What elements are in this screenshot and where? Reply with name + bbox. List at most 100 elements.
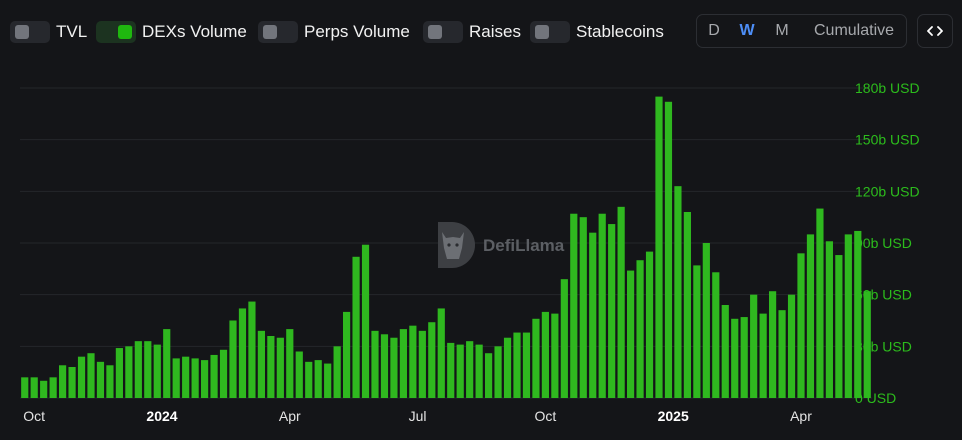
bar[interactable] [182, 356, 190, 398]
bar[interactable] [191, 358, 199, 398]
bar[interactable] [721, 305, 729, 398]
bar[interactable] [513, 332, 521, 398]
bar[interactable] [503, 337, 512, 398]
bar[interactable] [96, 361, 105, 398]
bar[interactable] [712, 272, 720, 398]
bar[interactable] [598, 213, 606, 398]
bar[interactable] [759, 313, 767, 398]
bar[interactable] [778, 310, 786, 398]
bar[interactable] [257, 330, 265, 398]
stablecoins-toggle[interactable]: Stablecoins [530, 20, 664, 44]
bar[interactable] [541, 311, 549, 398]
bar[interactable] [333, 346, 341, 398]
range-option-w[interactable]: W [739, 22, 755, 39]
bar[interactable] [371, 330, 379, 398]
bar[interactable] [854, 230, 862, 398]
raises-toggle[interactable]: Raises [423, 20, 521, 44]
bar[interactable] [210, 354, 218, 398]
bar[interactable] [153, 344, 161, 398]
toggle-switch[interactable] [530, 21, 570, 43]
bar[interactable] [314, 360, 322, 398]
bar[interactable] [740, 317, 748, 398]
bar[interactable] [731, 318, 739, 398]
bar[interactable] [418, 330, 426, 398]
bar[interactable] [49, 377, 57, 398]
toggle-switch[interactable] [258, 21, 298, 43]
bar[interactable] [560, 279, 568, 398]
bar[interactable] [21, 377, 29, 398]
bar[interactable] [238, 308, 247, 398]
bar[interactable] [532, 318, 540, 398]
bar[interactable] [825, 241, 833, 398]
bar[interactable] [295, 351, 303, 399]
bar[interactable] [636, 260, 644, 398]
bar[interactable] [863, 291, 871, 398]
bar[interactable] [286, 329, 294, 398]
bar[interactable] [437, 308, 445, 398]
bar[interactable] [797, 253, 805, 398]
range-option-d[interactable]: D [708, 22, 720, 39]
bar[interactable] [324, 363, 332, 398]
bar[interactable] [276, 337, 284, 398]
toggle-switch[interactable] [10, 21, 50, 43]
bar[interactable] [645, 251, 654, 398]
tvl-toggle[interactable]: TVL [10, 20, 87, 44]
bar[interactable] [655, 96, 663, 399]
range-option-m[interactable]: M [775, 22, 789, 39]
bar[interactable] [201, 360, 209, 398]
bar[interactable] [806, 234, 815, 398]
bar[interactable] [399, 329, 407, 398]
bar[interactable] [77, 356, 86, 398]
bar[interactable] [134, 341, 142, 398]
bar[interactable] [683, 212, 691, 398]
bar[interactable] [30, 377, 38, 398]
bar[interactable] [627, 270, 635, 398]
bar[interactable] [456, 344, 464, 398]
bar[interactable] [343, 311, 351, 398]
embed-button[interactable] [917, 14, 953, 48]
bar[interactable] [361, 244, 370, 398]
bar[interactable] [172, 358, 180, 398]
bar[interactable] [787, 294, 796, 398]
bar[interactable] [267, 336, 275, 398]
bar[interactable] [835, 255, 843, 398]
bar[interactable] [551, 313, 559, 398]
bar[interactable] [144, 341, 152, 398]
bar[interactable] [106, 365, 114, 398]
bar[interactable] [248, 301, 256, 398]
bar[interactable] [447, 342, 455, 398]
bar[interactable] [589, 232, 597, 398]
bar[interactable] [494, 346, 502, 398]
bar[interactable] [570, 213, 578, 398]
bar[interactable] [617, 206, 625, 398]
bar[interactable] [769, 291, 777, 398]
bar[interactable] [608, 224, 616, 398]
bar[interactable] [844, 234, 852, 398]
range-option-cumulative[interactable]: Cumulative [813, 22, 895, 39]
toggle-switch[interactable] [96, 21, 136, 43]
bar[interactable] [409, 325, 417, 398]
bar[interactable] [702, 243, 710, 398]
bar[interactable] [390, 337, 398, 398]
bar[interactable] [579, 217, 587, 398]
toggle-switch[interactable] [423, 21, 463, 43]
bar[interactable] [816, 208, 824, 398]
bar[interactable] [664, 101, 673, 398]
bar[interactable] [750, 294, 758, 398]
bar[interactable] [380, 334, 389, 398]
perps-volume-toggle[interactable]: Perps Volume [258, 20, 410, 44]
bar[interactable] [219, 349, 228, 398]
bar[interactable] [674, 186, 682, 398]
bar[interactable] [305, 361, 313, 398]
bar[interactable] [428, 322, 436, 398]
bar[interactable] [115, 348, 123, 398]
bar[interactable] [466, 341, 474, 398]
bar[interactable] [125, 346, 133, 398]
bar[interactable] [229, 320, 237, 399]
dexs-volume-toggle[interactable]: DEXs Volume [96, 20, 247, 44]
bar[interactable] [485, 353, 493, 398]
bar[interactable] [68, 367, 76, 398]
bar[interactable] [693, 265, 701, 398]
bar[interactable] [87, 353, 95, 398]
bar[interactable] [163, 329, 171, 398]
